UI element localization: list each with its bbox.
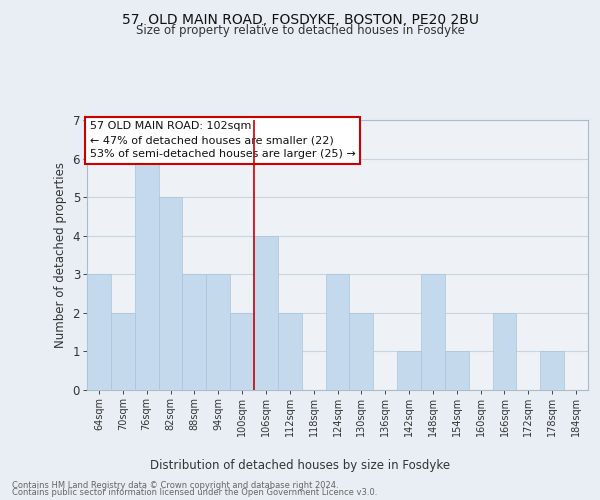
Bar [326,274,349,390]
Bar [540,352,564,390]
Bar [493,313,517,390]
Bar [135,158,158,390]
Bar [349,313,373,390]
Bar [158,197,182,390]
Text: Distribution of detached houses by size in Fosdyke: Distribution of detached houses by size … [150,460,450,472]
Text: Contains HM Land Registry data © Crown copyright and database right 2024.: Contains HM Land Registry data © Crown c… [12,480,338,490]
Bar [87,274,111,390]
Y-axis label: Number of detached properties: Number of detached properties [54,162,67,348]
Bar [397,352,421,390]
Bar [254,236,278,390]
Text: 57, OLD MAIN ROAD, FOSDYKE, BOSTON, PE20 2BU: 57, OLD MAIN ROAD, FOSDYKE, BOSTON, PE20… [121,12,479,26]
Bar [278,313,302,390]
Bar [182,274,206,390]
Bar [421,274,445,390]
Bar [230,313,254,390]
Bar [111,313,135,390]
Text: 57 OLD MAIN ROAD: 102sqm
← 47% of detached houses are smaller (22)
53% of semi-d: 57 OLD MAIN ROAD: 102sqm ← 47% of detach… [89,122,355,160]
Bar [206,274,230,390]
Bar [445,352,469,390]
Text: Contains public sector information licensed under the Open Government Licence v3: Contains public sector information licen… [12,488,377,497]
Text: Size of property relative to detached houses in Fosdyke: Size of property relative to detached ho… [136,24,464,37]
